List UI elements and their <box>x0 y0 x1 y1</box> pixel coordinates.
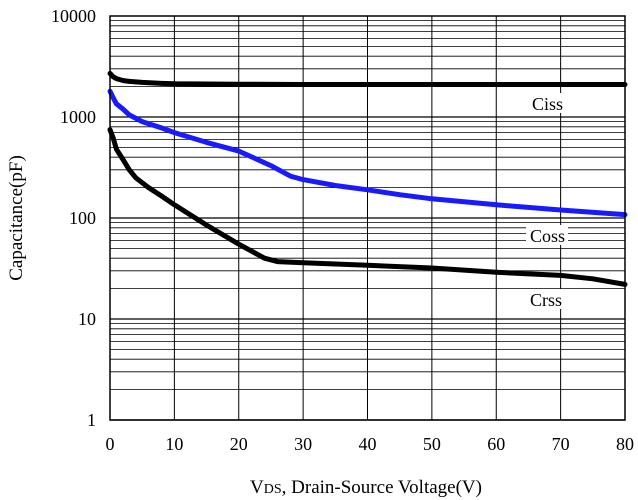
label-ciss-group: Ciss <box>528 93 564 114</box>
label-coss: Coss <box>530 226 565 246</box>
x-tick-label: 40 <box>359 434 377 454</box>
x-tick-label: 0 <box>106 434 115 454</box>
x-axis-title-rest: , Drain-Source Voltage(V) <box>282 477 482 498</box>
x-axis-title-main: V <box>250 477 264 498</box>
x-axis-title-sub: DS <box>264 482 282 497</box>
y-tick-label: 10000 <box>51 6 96 26</box>
x-tick-label: 70 <box>552 434 570 454</box>
y-tick-label: 100 <box>69 208 96 228</box>
x-tick-label: 10 <box>165 434 183 454</box>
x-tick-label: 50 <box>423 434 441 454</box>
chart-grid <box>110 16 625 420</box>
y-axis-title: Capacitance(pF) <box>6 155 27 281</box>
y-tick-label: 1000 <box>60 107 96 127</box>
x-tick-label: 20 <box>230 434 248 454</box>
x-tick-labels: 0 10 20 30 40 50 60 70 80 <box>106 434 635 454</box>
x-axis-title: VDS, Drain-Source Voltage(V) <box>250 477 482 498</box>
label-ciss: Ciss <box>532 94 563 114</box>
y-tick-label: 1 <box>87 410 96 430</box>
x-tick-label: 60 <box>487 434 505 454</box>
x-tick-label: 80 <box>616 434 634 454</box>
label-crss: Crss <box>530 290 562 310</box>
label-coss-group: Coss <box>526 225 568 246</box>
y-tick-label: 10 <box>78 309 96 329</box>
y-tick-labels: 1 10 100 1000 10000 <box>51 6 96 430</box>
x-tick-label: 30 <box>294 434 312 454</box>
label-crss-group: Crss <box>526 289 566 310</box>
